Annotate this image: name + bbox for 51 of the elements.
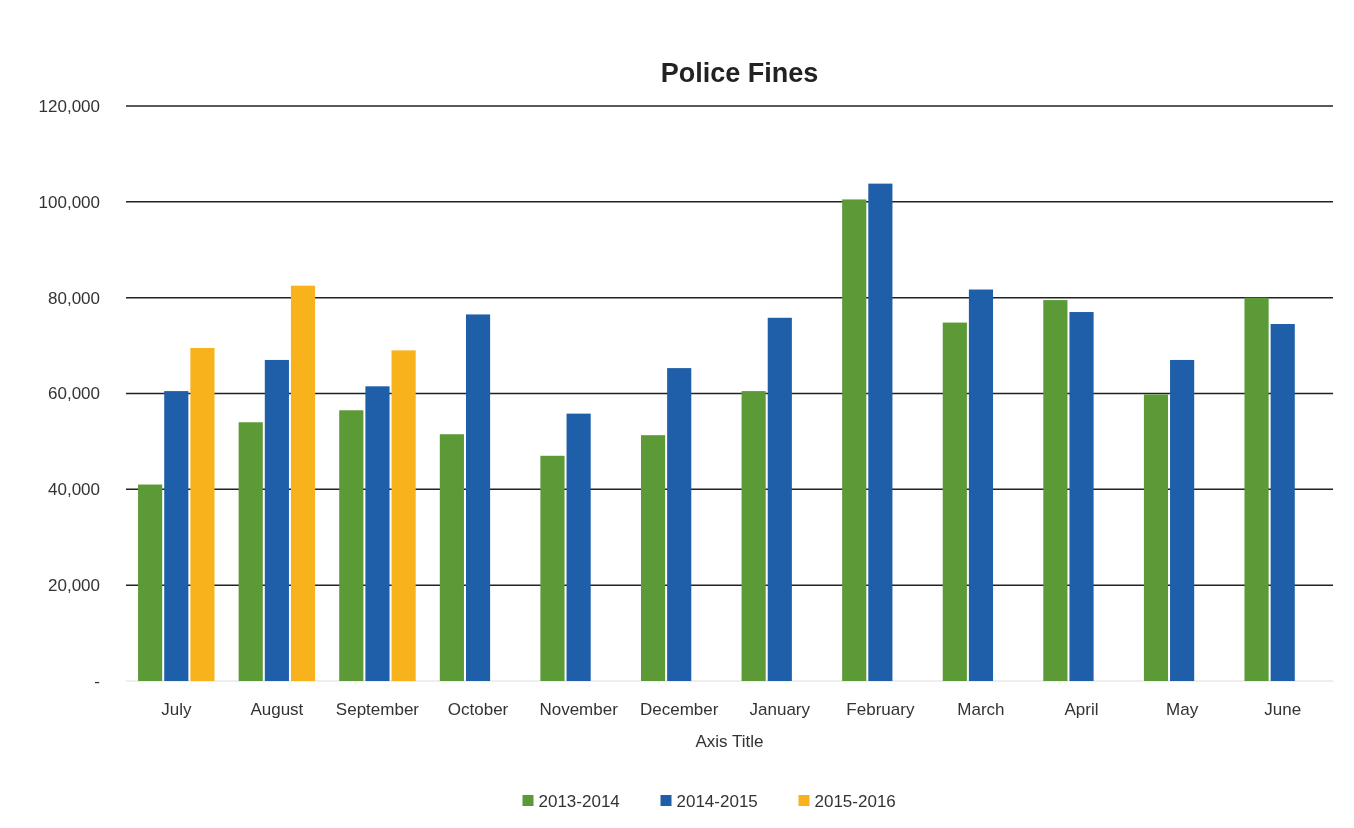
y-tick-label: 80,000	[48, 288, 100, 308]
bar	[1069, 312, 1094, 681]
legend-label: 2014-2015	[676, 791, 758, 811]
y-tick-label: 20,000	[48, 576, 100, 596]
y-tick-label: 40,000	[48, 480, 100, 500]
bar	[741, 391, 766, 681]
bar	[190, 347, 215, 681]
x-tick-label: September	[335, 700, 420, 719]
bar	[339, 410, 364, 681]
x-tick-label: January	[749, 700, 811, 719]
bar	[842, 199, 867, 681]
bar	[968, 289, 994, 681]
y-tick-label: 120,000	[38, 96, 100, 116]
bar	[1043, 300, 1068, 681]
bar	[566, 413, 591, 681]
bar	[1143, 394, 1169, 681]
bar	[391, 350, 416, 681]
bar	[767, 317, 792, 681]
bar	[264, 359, 289, 681]
bar	[868, 183, 893, 681]
bar	[164, 391, 189, 681]
y-tick-label: -	[94, 671, 100, 691]
x-tick-label: April	[1064, 700, 1099, 719]
x-tick-label: December	[640, 700, 719, 719]
x-axis-title: Axis Title	[695, 732, 764, 751]
legend-label: 2015-2016	[814, 791, 896, 811]
x-tick-label: November	[539, 700, 619, 719]
x-tick-label: February	[846, 700, 915, 719]
bar	[439, 434, 464, 681]
x-tick-label: August	[250, 700, 304, 719]
bar	[365, 386, 390, 681]
y-tick-label: 100,000	[38, 192, 100, 212]
bar	[138, 484, 163, 681]
bar	[667, 368, 692, 681]
legend-label: 2013-2014	[538, 791, 620, 811]
bar	[1244, 297, 1269, 681]
bar	[290, 285, 316, 681]
bar	[1170, 359, 1195, 681]
x-tick-label: March	[957, 700, 1005, 719]
bar	[238, 422, 263, 681]
bar	[1270, 324, 1295, 681]
bar	[942, 322, 967, 681]
x-tick-label: May	[1166, 700, 1199, 719]
y-tick-label: 60,000	[48, 384, 100, 404]
bar	[540, 455, 565, 681]
chart-title: Police Fines	[660, 58, 819, 88]
x-tick-label: July	[161, 700, 192, 719]
bar	[640, 435, 666, 681]
bar	[465, 314, 491, 681]
x-tick-label: June	[1264, 700, 1302, 719]
x-tick-label: October	[447, 700, 509, 719]
